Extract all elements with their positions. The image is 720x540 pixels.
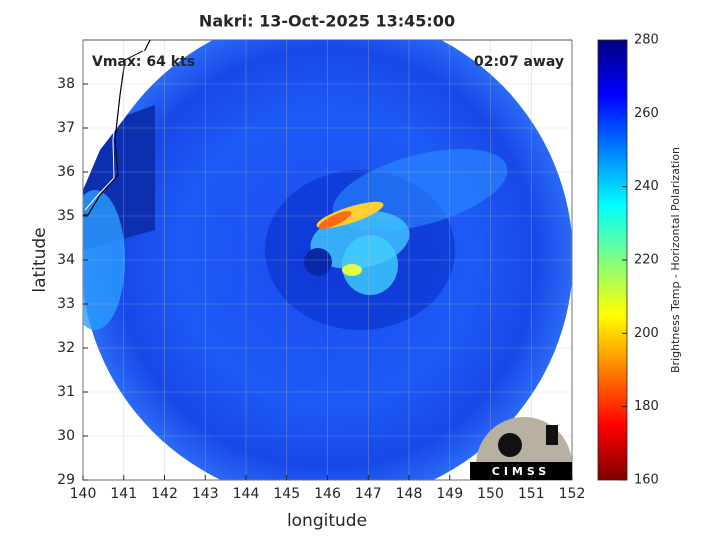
colorbar-tick-label: 160 [634,473,659,488]
x-tick-label: 152 [559,486,586,502]
y-tick-label: 32 [57,340,75,356]
colorbar-label: Brightness Temp - Horizontal Polarizatio… [669,147,682,373]
x-tick-label: 140 [70,486,97,502]
y-tick-label: 35 [57,208,75,224]
y-tick-label: 37 [57,120,75,136]
x-tick-label: 151 [518,486,545,502]
x-tick-label: 143 [192,486,219,502]
x-tick-label: 141 [110,486,137,502]
y-tick-label: 29 [57,472,75,488]
colorbar-tick-label: 220 [634,253,659,268]
y-tick-label: 34 [57,252,75,268]
y-tick-label: 38 [57,76,75,92]
x-tick-label: 146 [314,486,341,502]
y-tick-label: 31 [57,384,75,400]
title: Nakri: 13-Oct-2025 13:45:00 [199,12,455,31]
y-tick-label: 33 [57,296,75,312]
time-annotation: 02:07 away [474,54,564,70]
colorbar-tick-label: 180 [634,399,659,414]
logo: CIMSS [470,417,572,480]
colorbar-tick-label: 200 [634,326,659,341]
logo-text: CIMSS [492,465,550,478]
colorbar-tick-label: 260 [634,106,659,121]
x-tick-label: 147 [355,486,382,502]
colorbar-tick-label: 240 [634,179,659,194]
x-tick-label: 148 [396,486,423,502]
x-tick-label: 145 [273,486,300,502]
x-tick-label: 144 [233,486,260,502]
x-tick-label: 149 [436,486,463,502]
x-tick-label: 150 [477,486,504,502]
x-tick-label: 142 [151,486,178,502]
colorbar-tick-label: 280 [634,33,659,48]
y-tick-label: 30 [57,428,75,444]
vmax-annotation: Vmax: 64 kts [92,54,195,70]
y-tick-label: 36 [57,164,75,180]
y-axis-label: latitude [30,227,50,292]
x-axis-label: longitude [287,511,367,531]
